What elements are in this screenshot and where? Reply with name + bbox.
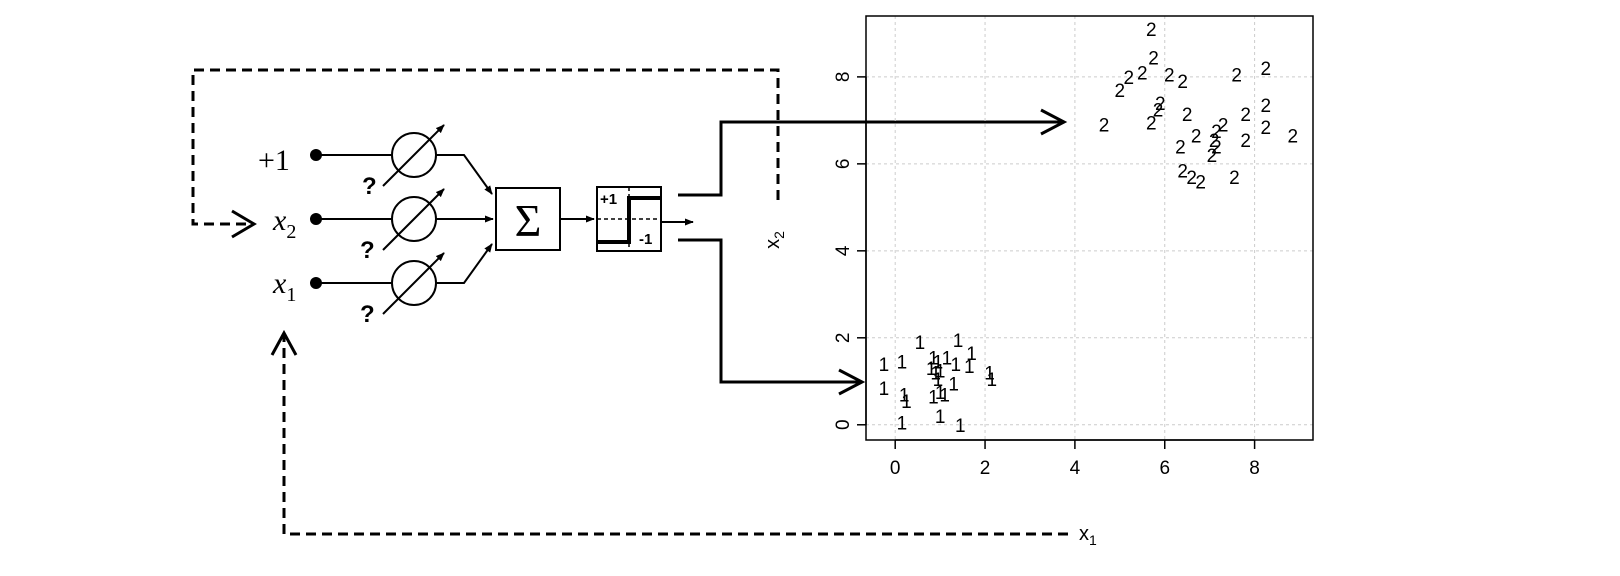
x-tick-label: 6 (1159, 458, 1170, 479)
scatter-point-class-1: 1 (928, 348, 939, 369)
scatter-point-class-2: 2 (1177, 161, 1188, 182)
scatter-point-class-1: 1 (984, 364, 995, 385)
weight-unknown-mark-bias: ? (362, 173, 377, 200)
input-row-bias: ? (310, 124, 493, 200)
scatter-point-class-1: 1 (951, 355, 962, 376)
input-label-x1: x1 (272, 267, 296, 306)
scatter-point-class-1: 1 (915, 333, 926, 354)
scatter-point-class-2: 2 (1261, 59, 1272, 80)
x-axis: 0 2 4 6 8 (890, 439, 1260, 479)
scatter-point-class-2: 2 (1115, 81, 1126, 102)
scatter-point-class-2: 2 (1211, 122, 1222, 143)
y-tick-label: 2 (833, 333, 854, 344)
scatter-point-class-2: 2 (1240, 131, 1251, 152)
output-branch-lower (678, 238, 866, 396)
scatter-point-class-2: 2 (1218, 116, 1229, 137)
weight-unknown-mark-x1: ? (360, 301, 375, 328)
scatter-point-class-1: 1 (926, 359, 937, 380)
x-axis-title: x1 (1079, 523, 1097, 548)
y-tick-label: 6 (833, 159, 854, 170)
scatter-point-class-2: 2 (1287, 127, 1298, 148)
y-axis: 0 2 4 6 8 (833, 72, 867, 430)
summation-unit: Σ (495, 187, 561, 251)
y-axis-title: x2 (762, 231, 787, 249)
scatter-point-class-2: 2 (1175, 137, 1186, 158)
feedback-loop-x2 (191, 68, 780, 226)
input-row-x2: ? (310, 188, 494, 264)
step-activation-unit: +1 -1 (596, 186, 662, 252)
scatter-point-class-2: 2 (1155, 94, 1166, 115)
scatter-point-class-1: 1 (942, 348, 953, 369)
step-high-label: +1 (600, 191, 617, 208)
scatter-point-class-1: 1 (930, 364, 941, 385)
scatter-point-class-2: 2 (1177, 72, 1188, 93)
scatter-point-class-1: 1 (948, 374, 959, 395)
summation-symbol: Σ (515, 195, 542, 246)
step-low-label: -1 (639, 231, 652, 248)
scatter-point-class-2: 2 (1186, 168, 1197, 189)
scatter-point-class-2: 2 (1182, 105, 1193, 126)
y-tick-label: 0 (833, 419, 854, 430)
input-row-x1: ? (310, 243, 493, 328)
scatter-point-class-2: 2 (1207, 146, 1218, 167)
scatter-point-class-2: 2 (1261, 118, 1272, 139)
scatter-point-class-1: 1 (899, 385, 910, 406)
scatter-point-class-2: 2 (1153, 100, 1164, 121)
y-tick-label: 4 (833, 245, 854, 256)
scatter-point-class-2: 2 (1191, 127, 1202, 148)
scatter-point-class-2: 2 (1229, 168, 1240, 189)
scatter-point-class-2: 2 (1211, 137, 1222, 158)
scatter-point-class-2: 2 (1146, 20, 1157, 41)
input-label-x2: x2 (272, 204, 296, 243)
plot-grid (866, 16, 1313, 440)
scatter-point-class-2: 2 (1261, 96, 1272, 117)
weight-unknown-mark-x2: ? (360, 237, 375, 264)
scatter-point-class-1: 1 (939, 385, 950, 406)
feedback-arrowhead-x1 (270, 329, 298, 356)
output-branch-upper (678, 108, 1068, 197)
scatter-point-class-2: 2 (1195, 172, 1206, 193)
scatter-point-class-1: 1 (901, 392, 912, 413)
scatter-point-class-1: 1 (897, 414, 908, 435)
feedback-loop-x1 (282, 336, 1068, 536)
scatter-point-class-2: 2 (1148, 48, 1159, 69)
x-tick-label: 2 (980, 458, 991, 479)
scatter-point-class-1: 1 (953, 331, 964, 352)
y-tick-label: 8 (833, 72, 854, 83)
scatter-point-class-1: 1 (955, 416, 966, 437)
feedback-arrowhead-x2 (231, 209, 257, 239)
input-label-bias: +1 (258, 144, 290, 177)
scatter-point-class-2: 2 (1124, 68, 1135, 89)
scatter-point-class-2: 2 (1146, 114, 1157, 135)
scatter-point-class-1: 1 (935, 361, 946, 382)
scatter-point-class-1: 1 (933, 370, 944, 391)
scatter-point-class-2: 2 (1240, 105, 1251, 126)
scatter-point-class-1: 1 (935, 383, 946, 404)
scatter-point-class-1: 1 (986, 370, 997, 391)
scatter-point-class-2: 2 (1099, 116, 1110, 137)
scatter-point-class-2: 2 (1231, 66, 1242, 87)
x-tick-label: 0 (890, 458, 901, 479)
x-tick-label: 4 (1070, 458, 1081, 479)
scatter-point-class-1: 1 (966, 344, 977, 365)
scatter-point-class-2: 2 (1164, 66, 1175, 87)
scatter-point-class-1: 1 (879, 379, 890, 400)
scatter-point-class-1: 1 (935, 407, 946, 428)
scatter-point-class-1: 1 (928, 388, 939, 409)
scatter-point-class-2: 2 (1137, 64, 1148, 85)
scatter-point-class-1: 1 (933, 353, 944, 374)
scatter-point-class-1: 1 (897, 353, 908, 374)
x-tick-label: 8 (1249, 458, 1260, 479)
scatter-point-class-1: 1 (879, 355, 890, 376)
scatter-point-class-1: 1 (964, 357, 975, 378)
scatter-point-class-2: 2 (1209, 131, 1220, 152)
